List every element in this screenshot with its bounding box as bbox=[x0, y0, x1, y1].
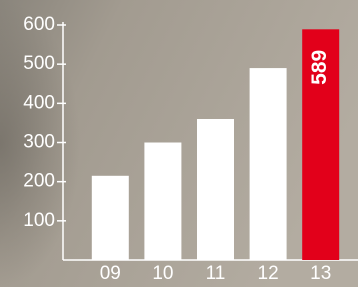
y-tick-label: 600 bbox=[23, 14, 55, 35]
y-tick-label: 200 bbox=[23, 171, 55, 192]
x-tick-label: 13 bbox=[310, 263, 331, 284]
bar bbox=[144, 143, 181, 261]
bar bbox=[250, 68, 287, 260]
x-tick-label: 10 bbox=[152, 263, 173, 284]
y-tick-label: 400 bbox=[23, 92, 55, 113]
y-tick-label: 100 bbox=[23, 210, 55, 231]
chart: 100 200 300 400 500 600 09 10 11 12 13 589 bbox=[0, 0, 358, 287]
bar bbox=[92, 176, 129, 260]
y-tick-label: 300 bbox=[23, 132, 55, 153]
x-tick-label: 09 bbox=[100, 263, 121, 284]
x-tick-label: 12 bbox=[258, 263, 279, 284]
value-label: 589 bbox=[308, 50, 331, 85]
y-tick-label: 500 bbox=[23, 53, 55, 74]
x-tick-label: 11 bbox=[206, 263, 226, 284]
bar bbox=[197, 119, 234, 260]
